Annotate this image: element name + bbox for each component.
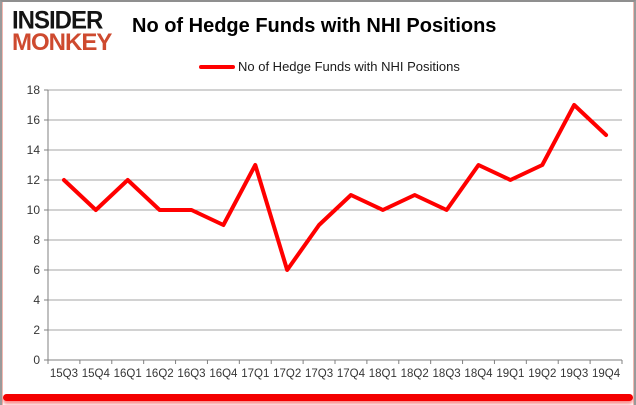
legend: No of Hedge Funds with NHI Positions [199, 59, 460, 74]
x-tick-label: 17Q3 [305, 368, 333, 380]
legend-line-swatch [199, 64, 235, 69]
x-tick-label: 19Q4 [592, 368, 621, 380]
x-tick-label: 16Q2 [146, 368, 174, 380]
x-tick-label: 15Q3 [50, 368, 78, 380]
x-tick-label: 16Q3 [177, 368, 205, 380]
y-tick-label: 12 [27, 173, 41, 187]
y-tick-label: 2 [33, 323, 40, 337]
legend-label: No of Hedge Funds with NHI Positions [238, 59, 460, 74]
x-tick-label: 16Q1 [114, 368, 142, 380]
y-tick-label: 6 [33, 263, 40, 277]
logo-line-insider: INSIDER [12, 6, 103, 35]
frame-bottom-accent [3, 394, 633, 401]
y-tick-label: 14 [27, 143, 41, 157]
x-tick-label: 19Q1 [496, 368, 524, 380]
logo-line-monkey: MONKEY [12, 29, 112, 57]
x-tick-label: 15Q4 [82, 368, 111, 380]
y-tick-label: 18 [27, 83, 41, 97]
x-tick-label: 17Q4 [337, 368, 366, 380]
y-tick-label: 16 [27, 113, 41, 127]
series-line [61, 103, 609, 272]
y-tick-label: 4 [33, 293, 40, 307]
x-tick-label: 18Q2 [401, 368, 429, 380]
insider-monkey-logo: INSIDER MONKEY [12, 6, 112, 57]
x-tick-label: 19Q3 [560, 368, 588, 380]
x-tick-label: 18Q3 [433, 368, 461, 380]
x-tick-label: 16Q4 [209, 368, 238, 380]
x-tick-label: 19Q2 [528, 368, 556, 380]
y-tick-label: 8 [33, 233, 40, 247]
x-tick-label: 17Q2 [273, 368, 301, 380]
y-tick-label: 10 [27, 203, 41, 217]
x-tick-label: 18Q4 [464, 368, 493, 380]
y-tick-label: 0 [33, 353, 40, 367]
chart-title: No of Hedge Funds with NHI Positions [132, 15, 497, 37]
x-tick-label: 18Q1 [369, 368, 397, 380]
x-tick-label: 17Q1 [241, 368, 269, 380]
